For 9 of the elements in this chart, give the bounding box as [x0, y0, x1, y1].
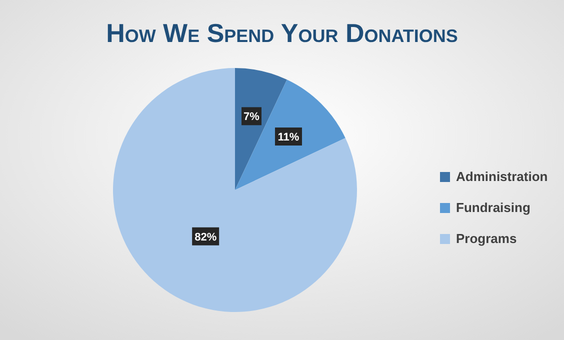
chart-title: How We Spend Your Donations — [106, 18, 458, 48]
pie-slice — [113, 68, 357, 312]
pie-slice — [235, 80, 346, 190]
data-label: 7% — [244, 111, 260, 124]
legend-label: Programs — [456, 231, 517, 246]
data-label: 82% — [194, 231, 217, 244]
legend-label: Administration — [456, 169, 548, 184]
legend-label: Fundraising — [456, 200, 530, 215]
data-label: 11% — [278, 132, 300, 144]
